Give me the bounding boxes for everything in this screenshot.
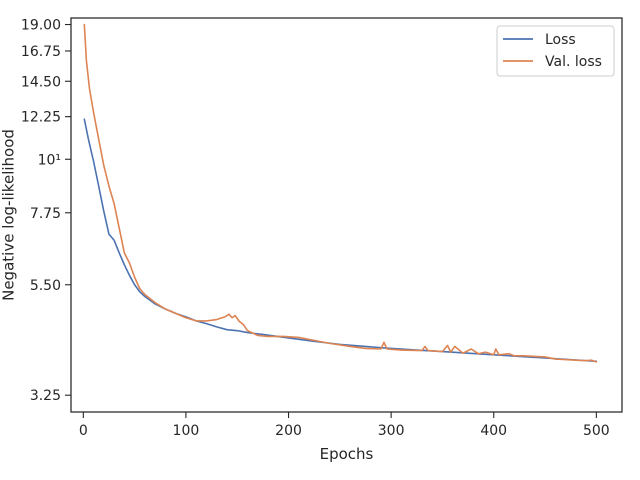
y-tick-label: 12.25 (21, 110, 61, 126)
y-tick-label: 5.50 (30, 278, 61, 294)
x-tick-label: 300 (378, 423, 405, 439)
legend-entry-label: Loss (545, 32, 576, 48)
y-axis-label: Negative log-likelihood (0, 129, 18, 301)
series-lines (83, 23, 598, 363)
x-tick-label: 500 (583, 423, 610, 439)
x-tick-label: 400 (480, 423, 507, 439)
y-tick-label: 3.25 (30, 388, 61, 404)
x-axis-label: Epochs (320, 445, 374, 463)
plot-frame (70, 17, 623, 413)
x-tick-label: 0 (79, 423, 88, 439)
y-tick-label: 19.00 (21, 18, 61, 34)
legend: Loss Val. loss (496, 25, 615, 77)
x-tick-label: 200 (275, 423, 302, 439)
series-line-loss (83, 118, 598, 363)
y-tick-label: 14.50 (21, 74, 61, 90)
legend-entry-label: Val. loss (545, 54, 602, 70)
axis-ticks: 0 100 200 300 400 500 3.25 5.50 7.75 10¹ 12.25 14.5… (21, 18, 610, 439)
y-tick-label: 16.75 (21, 44, 61, 60)
x-tick-label: 100 (173, 423, 200, 439)
y-tick-label: 7.75 (30, 206, 61, 222)
y-tick-label: 10¹ (38, 152, 61, 168)
series-line-val-loss (83, 23, 598, 363)
